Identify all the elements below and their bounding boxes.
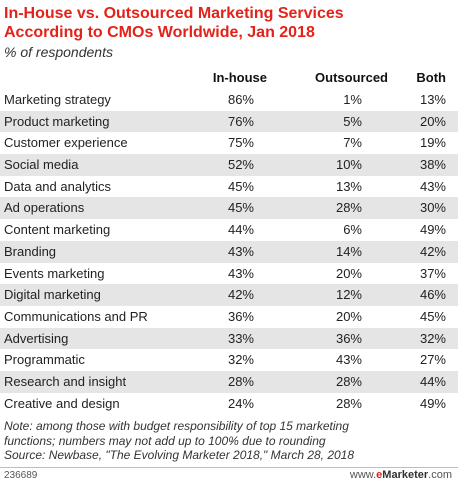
column-header-both: Both xyxy=(416,70,446,85)
table-row: Ad operations 45% 28% 30% xyxy=(0,197,458,220)
cell-inhouse: 33% xyxy=(227,330,254,346)
brand-url-suffix: .com xyxy=(428,469,452,481)
column-header-outsourced: Outsourced xyxy=(315,70,388,85)
table-row: Data and analytics 45% 13% 43% xyxy=(0,176,458,198)
table-row: Programmatic 32% 43% 27% xyxy=(0,349,458,371)
table-row: Product marketing 76% 5% 20% xyxy=(0,110,458,133)
cell-both: 20% xyxy=(419,113,446,129)
cell-both: 44% xyxy=(419,373,446,389)
cell-both: 42% xyxy=(419,243,446,259)
cell-outsourced: 10% xyxy=(335,157,362,173)
cell-both: 19% xyxy=(419,135,446,151)
cell-both: 37% xyxy=(419,265,446,281)
cell-inhouse: 45% xyxy=(227,200,254,216)
table-row: Customer experience 75% 7% 19% xyxy=(0,132,458,154)
cell-inhouse: 28% xyxy=(227,373,254,389)
table-row: Digital marketing 42% 12% 46% xyxy=(0,284,458,306)
cell-inhouse: 76% xyxy=(227,113,254,129)
row-label: Programmatic xyxy=(4,352,85,368)
cell-inhouse: 45% xyxy=(227,178,254,194)
cell-both: 46% xyxy=(419,287,446,303)
cell-inhouse: 42% xyxy=(227,287,254,303)
table-row: Content marketing 44% 6% 49% xyxy=(0,219,458,241)
cell-outsourced: 20% xyxy=(335,265,362,281)
row-label: Advertising xyxy=(4,330,69,346)
table-row: Advertising 33% 36% 32% xyxy=(0,327,458,350)
cell-inhouse: 43% xyxy=(227,265,254,281)
brand-name: Marketer xyxy=(382,469,429,481)
chart-subtitle: % of respondents xyxy=(4,44,113,60)
cell-outsourced: 6% xyxy=(343,222,362,238)
cell-both: 13% xyxy=(419,92,446,107)
cell-outsourced: 28% xyxy=(335,200,362,216)
chart-title-line-2: According to CMOs Worldwide, Jan 2018 xyxy=(4,24,315,41)
footer-divider xyxy=(0,467,458,468)
cell-both: 32% xyxy=(419,330,446,346)
row-label: Customer experience xyxy=(4,135,128,151)
chart-title: In-House vs. Outsourced Marketing Servic… xyxy=(4,4,454,42)
table-row: Research and insight 28% 28% 44% xyxy=(0,370,458,393)
row-label: Events marketing xyxy=(4,265,105,281)
cell-both: 49% xyxy=(419,395,446,411)
cell-outsourced: 43% xyxy=(335,352,362,368)
row-label: Research and insight xyxy=(4,373,127,389)
row-label: Communications and PR xyxy=(4,308,148,324)
cell-outsourced: 13% xyxy=(335,178,362,194)
cell-outsourced: 7% xyxy=(343,135,362,151)
cell-both: 43% xyxy=(419,178,446,194)
chart-title-line-1: In-House vs. Outsourced Marketing Servic… xyxy=(4,5,344,22)
chart-header: In-House vs. Outsourced Marketing Servic… xyxy=(4,4,454,61)
cell-outsourced: 36% xyxy=(335,330,362,346)
emarketer-source-link[interactable]: www.eMarketer.com xyxy=(350,469,452,481)
row-label: Social media xyxy=(4,157,79,173)
brand-e-letter: e xyxy=(376,469,383,481)
column-header-row: In-house Outsourced Both xyxy=(0,70,458,88)
chart-id: 236689 xyxy=(4,470,38,481)
row-label: Branding xyxy=(4,243,57,259)
cell-outsourced: 12% xyxy=(335,287,362,303)
cell-outsourced: 14% xyxy=(335,243,362,259)
table-row: Branding 43% 14% 42% xyxy=(0,240,458,263)
row-label: Marketing strategy xyxy=(4,92,111,107)
brand-url-prefix: www. xyxy=(349,469,377,481)
chart-footnote: Note: among those with budget responsibi… xyxy=(4,419,454,463)
cell-outsourced: 20% xyxy=(335,308,362,324)
footnote-line-1: Note: among those with budget responsibi… xyxy=(4,419,349,433)
row-label: Content marketing xyxy=(4,222,111,238)
cell-inhouse: 32% xyxy=(227,352,254,368)
source-line: Source: Newbase, "The Evolving Marketer … xyxy=(4,448,355,462)
table-row: Communications and PR 36% 20% 45% xyxy=(0,306,458,328)
cell-outsourced: 5% xyxy=(343,113,362,129)
cell-inhouse: 75% xyxy=(227,135,254,151)
cell-both: 49% xyxy=(419,222,446,238)
cell-outsourced: 28% xyxy=(335,373,362,389)
cell-inhouse: 52% xyxy=(227,157,254,173)
cell-both: 45% xyxy=(419,308,446,324)
row-label: Creative and design xyxy=(4,395,120,411)
cell-outsourced: 1% xyxy=(343,92,362,107)
data-table-body: Marketing strategy 86% 1% 13% Product market… xyxy=(0,89,458,414)
table-row: Events marketing 43% 20% 37% xyxy=(0,263,458,285)
table-row: Creative and design 24% 28% 49% xyxy=(0,393,458,415)
cell-both: 38% xyxy=(419,157,446,173)
row-label: Data and analytics xyxy=(4,178,111,194)
table-row: Social media 52% 10% 38% xyxy=(0,154,458,176)
column-header-in-house: In-house xyxy=(212,70,267,85)
cell-outsourced: 28% xyxy=(335,395,362,411)
row-label: Digital marketing xyxy=(4,287,101,303)
footnote-line-2: functions; numbers may not add up to 100… xyxy=(4,433,326,448)
cell-inhouse: 86% xyxy=(227,92,254,107)
cell-both: 27% xyxy=(419,352,446,368)
row-label: Product marketing xyxy=(4,113,110,129)
cell-both: 30% xyxy=(419,200,446,216)
cell-inhouse: 36% xyxy=(227,308,254,324)
row-label: Ad operations xyxy=(4,200,85,216)
table-row: Marketing strategy 86% 1% 13% xyxy=(0,89,458,111)
cell-inhouse: 44% xyxy=(227,222,254,238)
cell-inhouse: 24% xyxy=(227,395,254,411)
cell-inhouse: 43% xyxy=(227,243,254,259)
